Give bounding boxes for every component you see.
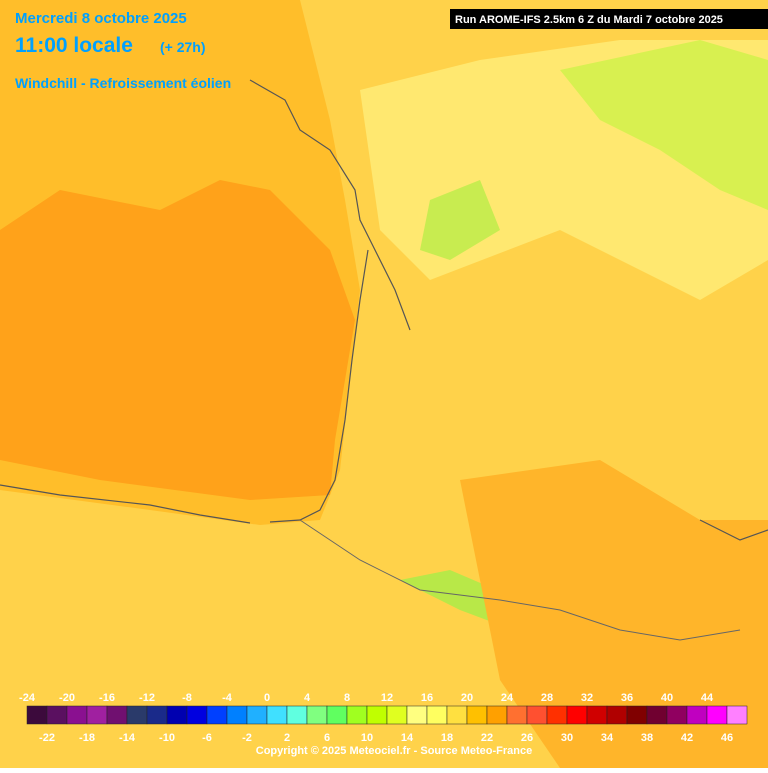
legend-label: 8	[344, 692, 350, 704]
legend-label: 10	[361, 732, 373, 744]
legend-label: 4	[304, 692, 311, 704]
copyright-text: Copyright © 2025 Meteociel.fr - Source M…	[256, 745, 532, 757]
legend-swatch	[646, 705, 668, 725]
legend-label: 44	[701, 692, 714, 704]
legend-swatch	[706, 705, 728, 725]
legend-label: 38	[641, 732, 653, 744]
legend-swatch	[306, 705, 328, 725]
legend-label: 36	[621, 692, 633, 704]
legend-label: -6	[202, 732, 212, 744]
legend-swatch	[26, 705, 48, 725]
legend-swatch	[586, 705, 608, 725]
legend-swatch	[686, 705, 708, 725]
border-line	[299, 519, 741, 641]
legend-swatch	[506, 705, 528, 725]
legend-label: 32	[581, 692, 593, 704]
legend-swatch	[106, 705, 128, 725]
legend-label: -2	[242, 732, 252, 744]
legend-swatch	[86, 705, 108, 725]
legend-swatch	[446, 705, 468, 725]
legend-swatch	[66, 705, 88, 725]
legend-swatch	[406, 705, 428, 725]
legend-swatch	[606, 705, 628, 725]
legend-swatch	[226, 705, 248, 725]
legend-label: -22	[39, 732, 55, 744]
coastline	[0, 79, 768, 541]
legend-swatch	[166, 705, 188, 725]
land-cold-patch	[420, 180, 500, 260]
legend-swatch	[726, 705, 748, 725]
legend-label: 12	[381, 692, 393, 704]
legend-label: -14	[119, 732, 136, 744]
run-text: Run AROME-IFS 2.5km 6 Z du Mardi 7 octob…	[455, 14, 723, 26]
legend-swatch	[366, 705, 388, 725]
legend-label: 26	[521, 732, 533, 744]
legend: -24-22-20-18-16-14-12-10-8-6-4-202468101…	[19, 692, 748, 744]
legend-swatch	[566, 705, 588, 725]
legend-label: 22	[481, 732, 493, 744]
legend-label: -12	[139, 692, 155, 704]
legend-label: 24	[501, 692, 514, 704]
sea-cold-area	[0, 180, 355, 500]
legend-swatch	[266, 705, 288, 725]
date-text: Mercredi 8 octobre 2025	[15, 10, 187, 27]
parameter-text: Windchill - Refroissement éolien	[15, 75, 231, 91]
legend-swatch	[186, 705, 208, 725]
legend-label: 30	[561, 732, 573, 744]
legend-label: 2	[284, 732, 290, 744]
legend-swatch	[386, 705, 408, 725]
legend-label: 42	[681, 732, 693, 744]
legend-swatch	[206, 705, 228, 725]
legend-label: -20	[59, 692, 75, 704]
legend-label: -10	[159, 732, 175, 744]
legend-swatch	[666, 705, 688, 725]
legend-swatch	[286, 705, 308, 725]
offset-text: (+ 27h)	[160, 39, 206, 55]
legend-label: 14	[401, 732, 414, 744]
land-warm-area	[460, 460, 768, 768]
legend-swatch	[626, 705, 648, 725]
legend-label: 34	[601, 732, 614, 744]
legend-swatch	[526, 705, 548, 725]
legend-label: -8	[182, 692, 192, 704]
legend-swatch	[486, 705, 508, 725]
legend-swatch	[126, 705, 148, 725]
legend-label: -18	[79, 732, 95, 744]
legend-label: -16	[99, 692, 115, 704]
legend-label: 28	[541, 692, 553, 704]
legend-swatch	[246, 705, 268, 725]
legend-label: 16	[421, 692, 433, 704]
legend-swatch	[426, 705, 448, 725]
legend-swatch	[46, 705, 68, 725]
legend-swatch	[146, 705, 168, 725]
land-cold-area	[560, 40, 768, 210]
legend-swatch	[346, 705, 368, 725]
run-banner	[450, 9, 768, 29]
legend-label: 6	[324, 732, 330, 744]
legend-label: 20	[461, 692, 473, 704]
legend-label: 46	[721, 732, 733, 744]
legend-swatch	[546, 705, 568, 725]
legend-label: 0	[264, 692, 270, 704]
legend-label: -24	[19, 692, 36, 704]
legend-swatch	[326, 705, 348, 725]
legend-label: 18	[441, 732, 453, 744]
time-text: 11:00 locale	[15, 34, 133, 57]
legend-label: 40	[661, 692, 673, 704]
legend-label: -4	[222, 692, 233, 704]
legend-swatch	[466, 705, 488, 725]
